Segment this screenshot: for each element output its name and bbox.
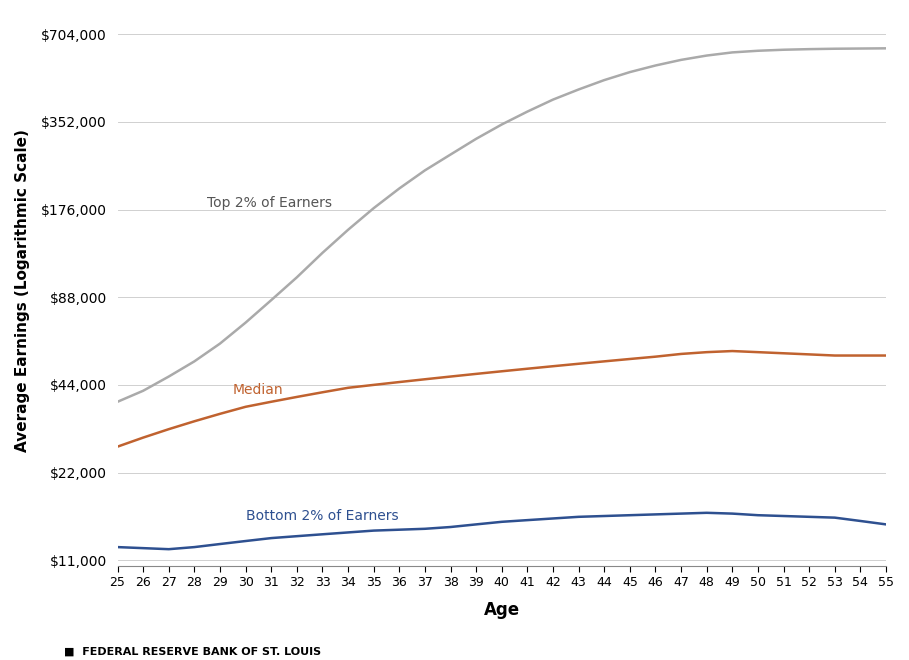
Text: ■  FEDERAL RESERVE BANK OF ST. LOUIS: ■ FEDERAL RESERVE BANK OF ST. LOUIS <box>64 647 321 657</box>
Y-axis label: Average Earnings (Logarithmic Scale): Average Earnings (Logarithmic Scale) <box>15 129 30 452</box>
Text: Median: Median <box>233 383 284 397</box>
X-axis label: Age: Age <box>484 601 520 618</box>
Text: Top 2% of Earners: Top 2% of Earners <box>207 196 332 211</box>
Text: Bottom 2% of Earners: Bottom 2% of Earners <box>245 509 398 523</box>
